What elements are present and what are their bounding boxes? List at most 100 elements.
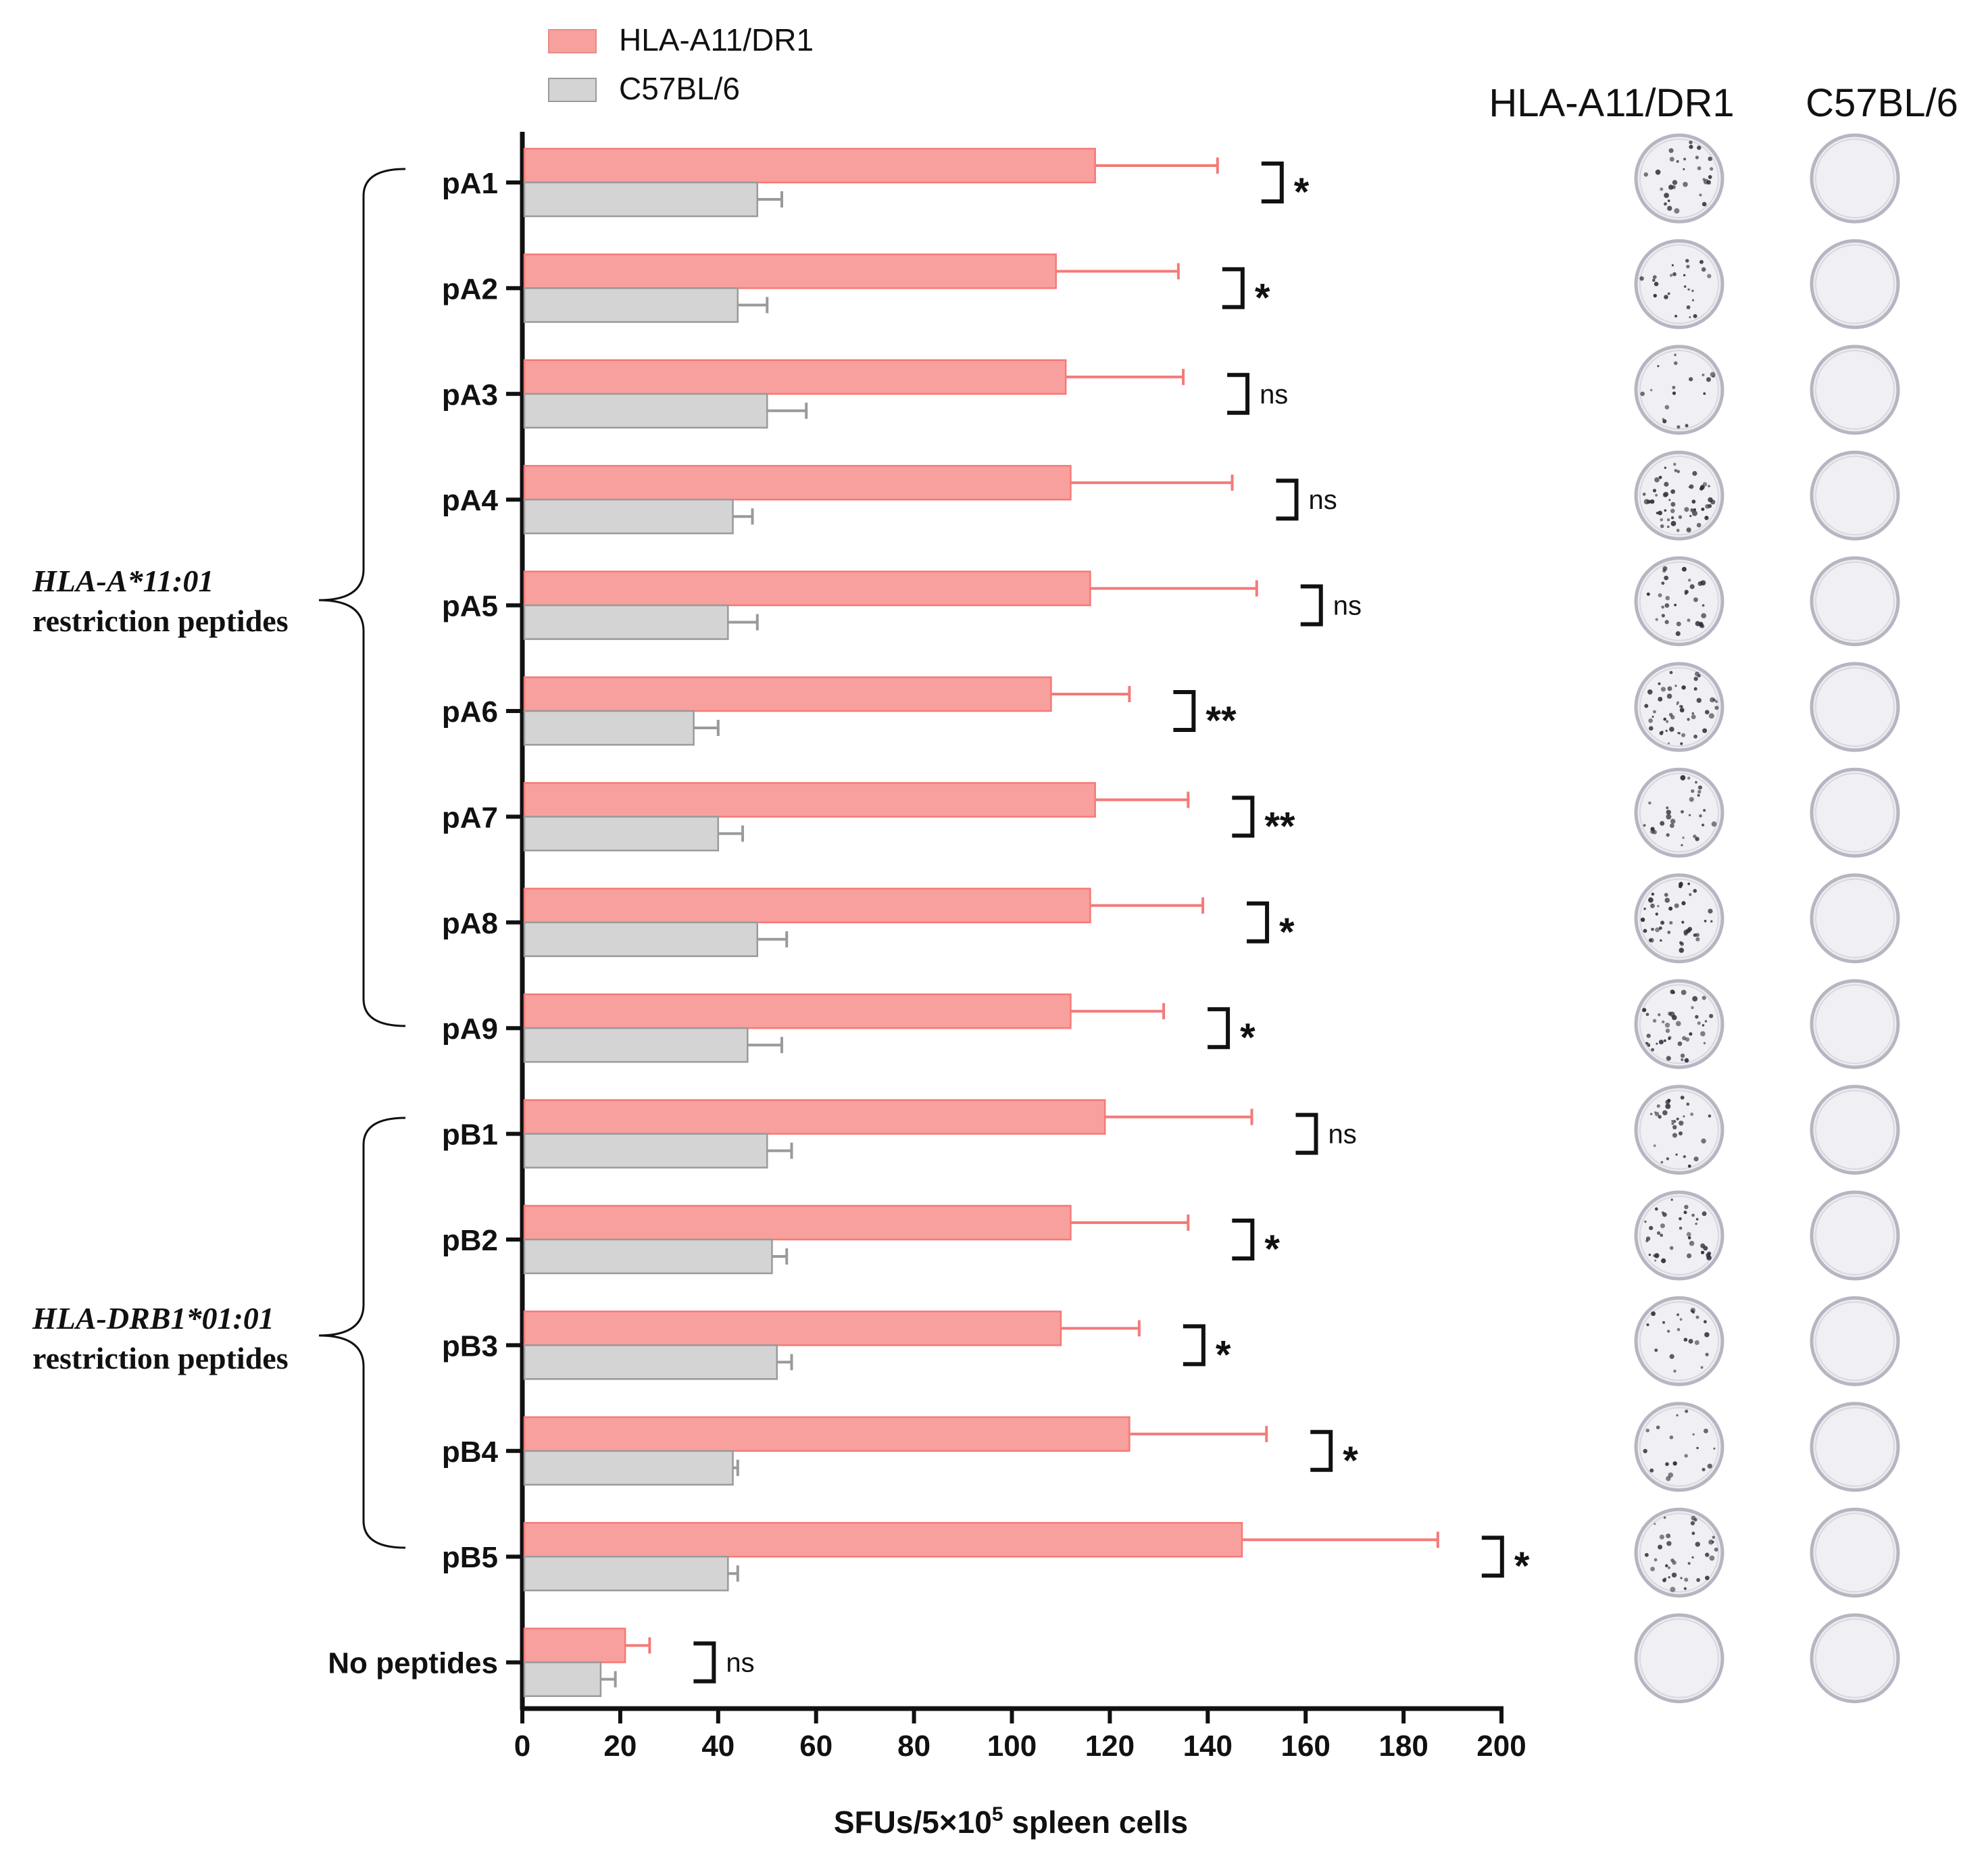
bar-hla-pA6	[523, 676, 1052, 712]
x-tick-label-200: 200	[1476, 1730, 1526, 1763]
bar-hla-No peptides	[523, 1627, 626, 1663]
bar-c57-pB1	[523, 1133, 768, 1169]
significance-label-pA6: **	[1206, 699, 1237, 743]
bar-c57-No peptides	[523, 1661, 602, 1697]
significance-bracket-pB4	[1310, 1429, 1333, 1472]
bar-c57-pA2	[523, 287, 739, 323]
elispot-well-hla-pA3	[1634, 345, 1724, 435]
elispot-well-hla-pA2	[1634, 239, 1724, 329]
significance-bracket-pA8	[1247, 901, 1270, 944]
category-label-13: pB5	[442, 1541, 498, 1574]
significance-bracket-pA3	[1227, 372, 1250, 415]
bar-c57-pA5	[523, 604, 729, 640]
significance-bracket-pB3	[1183, 1324, 1206, 1367]
elispot-well-c57-pA1	[1810, 133, 1900, 224]
category-label-7: pA8	[442, 907, 498, 940]
significance-label-pA7: **	[1264, 804, 1295, 848]
significance-label-pA2: *	[1255, 276, 1270, 320]
x-tick-label-60: 60	[799, 1730, 833, 1763]
significance-bracket-No peptides	[693, 1641, 716, 1684]
category-label-12: pB4	[442, 1436, 499, 1469]
elispot-well-c57-pB4	[1810, 1402, 1900, 1492]
x-axis-title-tail: spleen cells	[1003, 1805, 1189, 1840]
elispot-well-hla-pA1	[1634, 133, 1724, 224]
category-label-6: pA7	[442, 801, 498, 834]
x-axis-title-sup: 5	[992, 1803, 1003, 1826]
elispot-well-c57-pA4	[1810, 450, 1900, 541]
elispot-well-hla-pA4	[1634, 450, 1724, 541]
bar-c57-pA7	[523, 816, 720, 852]
elispot-well-c57-pB3	[1810, 1296, 1900, 1386]
x-tick-label-180: 180	[1378, 1730, 1428, 1763]
significance-bracket-pA6	[1173, 690, 1196, 732]
bar-hla-pA7	[523, 782, 1096, 818]
elispot-well-c57-pB2	[1810, 1190, 1900, 1281]
group-label-a-line2: restriction peptides	[32, 604, 289, 638]
bar-c57-pA8	[523, 921, 759, 958]
significance-label-pA9: *	[1240, 1016, 1256, 1060]
elispot-well-c57-No peptides	[1810, 1613, 1900, 1704]
significance-bracket-pA7	[1232, 795, 1255, 838]
significance-bracket-pA1	[1261, 162, 1284, 203]
x-tick-label-80: 80	[897, 1730, 930, 1763]
significance-bracket-pA9	[1208, 1007, 1231, 1050]
bar-hla-pA9	[523, 993, 1072, 1029]
elispot-well-c57-pA9	[1810, 979, 1900, 1069]
x-axis-title-main: SFUs/5×10	[834, 1805, 992, 1840]
bar-c57-pA1	[523, 181, 759, 218]
elispot-header-hla: HLA-A11/DR1	[1489, 81, 1734, 125]
significance-label-pB1: ns	[1328, 1120, 1357, 1150]
bar-hla-pB2	[523, 1204, 1072, 1241]
category-label-10: pB2	[442, 1224, 498, 1257]
significance-label-pA5: ns	[1333, 591, 1362, 621]
bar-c57-pB4	[523, 1450, 734, 1486]
bar-c57-pA4	[523, 498, 734, 535]
elispot-well-hla-pA5	[1634, 556, 1724, 647]
group-brace-b	[318, 1117, 406, 1549]
legend-label-c57: C57BL/6	[619, 71, 740, 106]
bar-hla-pA8	[523, 887, 1091, 924]
significance-label-pA8: *	[1279, 910, 1295, 954]
x-tick-label-140: 140	[1183, 1730, 1233, 1763]
bar-c57-pB5	[523, 1555, 729, 1592]
elispot-well-hla-pA6	[1634, 662, 1724, 752]
x-tick-label-120: 120	[1085, 1730, 1135, 1763]
category-label-8: pA9	[442, 1012, 498, 1046]
category-label-2: pA3	[442, 378, 498, 412]
significance-bracket-pA5	[1300, 584, 1323, 627]
significance-label-pA1: *	[1294, 170, 1310, 214]
x-axis-title: SFUs/5×105 spleen cells	[834, 1803, 1188, 1840]
elispot-well-hla-pB2	[1634, 1190, 1724, 1281]
significance-label-No peptides: ns	[726, 1648, 754, 1678]
elispot-well-c57-pB1	[1810, 1085, 1900, 1175]
category-label-11: pB3	[442, 1329, 498, 1363]
category-label-5: pA6	[442, 695, 498, 729]
elispot-header-c57: C57BL/6	[1806, 81, 1958, 125]
elispot-well-hla-pB4	[1634, 1402, 1724, 1492]
elispot-well-hla-pA9	[1634, 979, 1724, 1069]
elispot-well-c57-pA2	[1810, 239, 1900, 329]
elispot-well-hla-pB5	[1634, 1507, 1724, 1598]
significance-bracket-pA4	[1276, 479, 1299, 521]
group-label-b-line2: restriction peptides	[32, 1341, 289, 1375]
bar-hla-pA2	[523, 253, 1057, 289]
significance-bracket-pB1	[1295, 1112, 1318, 1155]
x-tick-label-20: 20	[603, 1730, 637, 1763]
group-brace-a	[318, 168, 406, 1027]
significance-bracket-pA2	[1222, 267, 1245, 310]
group-label-a-line1: HLA-A*11:01	[32, 564, 214, 598]
bar-hla-pA4	[523, 464, 1072, 501]
bar-hla-pB4	[523, 1416, 1130, 1452]
elispot-well-hla-pB1	[1634, 1085, 1724, 1175]
bar-hla-pB3	[523, 1310, 1062, 1346]
significance-label-pB5: *	[1514, 1544, 1530, 1588]
elispot-well-c57-pA8	[1810, 873, 1900, 964]
group-label-b-line1: HLA-DRB1*01:01	[32, 1301, 274, 1336]
legend-swatch-hla	[548, 29, 597, 53]
significance-label-pA3: ns	[1260, 380, 1288, 410]
x-tick-label-100: 100	[987, 1730, 1037, 1763]
bar-hla-pA1	[523, 147, 1096, 184]
bar-hla-pA3	[523, 359, 1067, 395]
plot-area: 0 20 40 60 80 100 120 140 160 180 200 pA1 * pA2 * pA3 ns…	[328, 132, 1530, 1763]
